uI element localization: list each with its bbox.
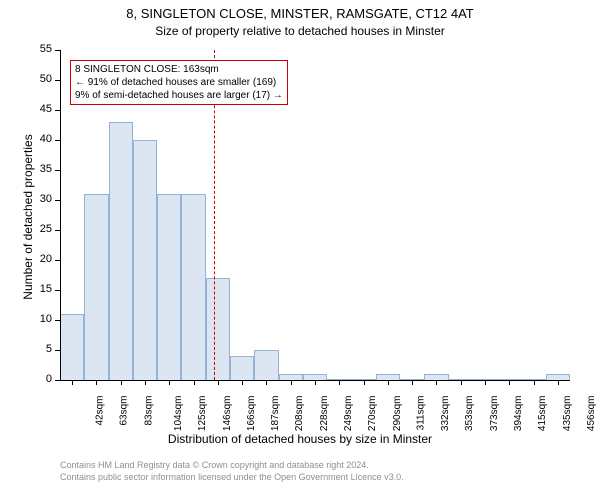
footer-line1: Contains HM Land Registry data © Crown c… [60, 460, 404, 472]
x-tick-mark [242, 380, 243, 385]
bar [230, 356, 254, 380]
y-tick-mark [55, 140, 60, 141]
chart-subtitle: Size of property relative to detached ho… [0, 24, 600, 38]
x-tick-label: 394sqm [513, 396, 524, 432]
footer-line2: Contains public sector information licen… [60, 472, 404, 484]
y-tick-label: 40 [28, 133, 52, 145]
x-tick-mark [388, 380, 389, 385]
x-tick-mark [534, 380, 535, 385]
x-tick-label: 373sqm [489, 396, 500, 432]
x-tick-mark [485, 380, 486, 385]
bar [84, 194, 108, 380]
y-axis-line [60, 50, 61, 380]
y-tick-mark [55, 350, 60, 351]
x-tick-label: 146sqm [222, 396, 233, 432]
y-tick-label: 45 [28, 103, 52, 115]
bar [206, 278, 230, 380]
y-tick-label: 35 [28, 163, 52, 175]
x-tick-label: 415sqm [537, 396, 548, 432]
y-tick-mark [55, 320, 60, 321]
x-tick-mark [291, 380, 292, 385]
chart-area: 051015202530354045505542sqm63sqm83sqm104… [60, 50, 570, 380]
y-tick-label: 20 [28, 253, 52, 265]
x-tick-label: 290sqm [392, 396, 403, 432]
bar [181, 194, 205, 380]
x-tick-label: 270sqm [367, 396, 378, 432]
x-tick-label: 353sqm [465, 396, 476, 432]
x-tick-mark [558, 380, 559, 385]
annotation-line: 8 SINGLETON CLOSE: 163sqm [75, 63, 283, 76]
y-tick-label: 10 [28, 313, 52, 325]
x-tick-label: 166sqm [246, 396, 257, 432]
x-tick-label: 456sqm [586, 396, 597, 432]
y-tick-label: 30 [28, 193, 52, 205]
bar [60, 314, 84, 380]
x-tick-label: 83sqm [143, 396, 154, 426]
annotation-line: 9% of semi-detached houses are larger (1… [75, 89, 283, 102]
y-tick-mark [55, 290, 60, 291]
y-tick-mark [55, 50, 60, 51]
bar [133, 140, 157, 380]
y-tick-label: 0 [28, 373, 52, 385]
chart-title: 8, SINGLETON CLOSE, MINSTER, RAMSGATE, C… [0, 6, 600, 21]
x-tick-label: 332sqm [440, 396, 451, 432]
x-tick-mark [364, 380, 365, 385]
y-tick-label: 50 [28, 73, 52, 85]
y-tick-mark [55, 110, 60, 111]
x-tick-mark [436, 380, 437, 385]
x-tick-label: 125sqm [197, 396, 208, 432]
x-tick-mark [218, 380, 219, 385]
bar [109, 122, 133, 380]
x-tick-label: 435sqm [562, 396, 573, 432]
y-tick-mark [55, 380, 60, 381]
x-tick-mark [96, 380, 97, 385]
bar [157, 194, 181, 380]
x-tick-mark [315, 380, 316, 385]
x-tick-label: 187sqm [270, 396, 281, 432]
x-tick-mark [169, 380, 170, 385]
x-tick-label: 63sqm [119, 396, 130, 426]
x-tick-label: 228sqm [319, 396, 330, 432]
footer-text: Contains HM Land Registry data © Crown c… [60, 460, 404, 483]
y-tick-label: 5 [28, 343, 52, 355]
x-axis-label: Distribution of detached houses by size … [0, 432, 600, 446]
x-tick-mark [412, 380, 413, 385]
y-tick-label: 25 [28, 223, 52, 235]
x-tick-mark [339, 380, 340, 385]
x-tick-label: 208sqm [295, 396, 306, 432]
x-tick-label: 249sqm [343, 396, 354, 432]
x-tick-mark [72, 380, 73, 385]
y-tick-mark [55, 260, 60, 261]
annotation-line: ← 91% of detached houses are smaller (16… [75, 76, 283, 89]
y-tick-mark [55, 230, 60, 231]
chart-container: 8, SINGLETON CLOSE, MINSTER, RAMSGATE, C… [0, 0, 600, 500]
x-tick-mark [145, 380, 146, 385]
y-tick-label: 15 [28, 283, 52, 295]
x-tick-label: 42sqm [95, 396, 106, 426]
annotation-box: 8 SINGLETON CLOSE: 163sqm← 91% of detach… [70, 60, 288, 105]
x-tick-mark [509, 380, 510, 385]
x-tick-label: 311sqm [415, 396, 426, 431]
y-tick-mark [55, 170, 60, 171]
y-tick-mark [55, 200, 60, 201]
y-tick-label: 55 [28, 43, 52, 55]
x-tick-mark [266, 380, 267, 385]
x-tick-label: 104sqm [173, 396, 184, 432]
x-tick-mark [121, 380, 122, 385]
x-tick-mark [461, 380, 462, 385]
x-tick-mark [194, 380, 195, 385]
y-tick-mark [55, 80, 60, 81]
bar [254, 350, 278, 380]
